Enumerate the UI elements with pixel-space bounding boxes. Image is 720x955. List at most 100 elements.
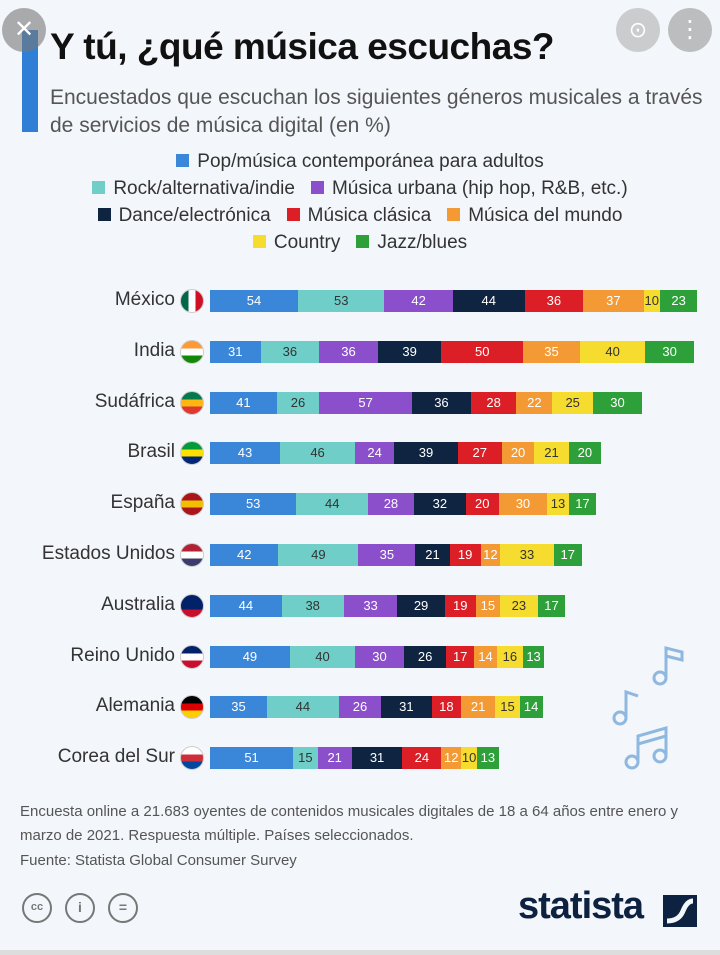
bar-segment: 36 (524, 290, 584, 312)
cc-license-icon[interactable]: cc (22, 893, 52, 923)
data-label: 13 (526, 648, 541, 664)
country-label: México (114, 289, 175, 310)
data-label: 18 (439, 699, 454, 715)
bar-segment: 20 (568, 442, 602, 465)
legend-item: Rock/alternativa/indie (92, 178, 295, 200)
bar-segment: 53 (298, 290, 385, 312)
country-label: España (110, 492, 175, 514)
flag-icon (180, 339, 204, 364)
legend-row: Country Jazz/blues (0, 232, 720, 254)
legend-label: Música del mundo (468, 205, 623, 226)
bar-segment: 29 (397, 594, 445, 617)
data-label: 10 (644, 293, 659, 308)
legend-item: Música del mundo (447, 205, 622, 227)
data-label: 32 (432, 496, 448, 512)
bar-segment: 35 (522, 340, 580, 363)
bar-segment: 49 (210, 645, 290, 668)
flag-icon (180, 289, 204, 313)
data-label: 35 (544, 343, 559, 359)
bar-segment: 21 (317, 747, 352, 770)
data-label: 13 (480, 750, 496, 766)
bar-segment: 26 (338, 696, 382, 719)
bar-segment: 17 (568, 493, 597, 516)
source-text: Fuente: Statista Global Consumer Survey (20, 852, 297, 869)
data-label: 54 (246, 293, 262, 308)
country-label: India (133, 339, 175, 361)
bar-segment: 42 (210, 544, 279, 566)
bar-segment: 37 (583, 290, 644, 312)
bar-segment: 31 (381, 696, 432, 719)
bar-segment: 16 (496, 645, 523, 668)
data-label: 40 (315, 648, 330, 664)
flag-icon (180, 644, 204, 669)
data-label: 21 (327, 750, 342, 766)
legend-swatch (310, 181, 324, 194)
data-label: 17 (560, 547, 575, 562)
data-label: 36 (282, 343, 298, 359)
lens-button[interactable]: ⊙ (616, 8, 660, 52)
data-label: 50 (474, 343, 490, 359)
legend-item: Música clásica (286, 205, 432, 227)
statista-logo-mark-icon (663, 895, 697, 927)
bar-segment: 20 (501, 442, 535, 465)
bar-segment: 24 (402, 747, 442, 770)
data-label: 39 (418, 445, 434, 461)
bar-segment: 30 (645, 340, 695, 363)
bar-segment: 31 (210, 340, 261, 363)
bar-segment: 17 (553, 544, 582, 566)
data-label: 46 (310, 445, 325, 461)
bar-segment: 44 (210, 594, 282, 617)
legend-label: Música clásica (307, 205, 432, 226)
no-derivatives-icon[interactable]: = (108, 893, 138, 923)
data-label: 35 (231, 699, 246, 715)
data-label: 20 (510, 445, 526, 461)
data-label: 53 (245, 496, 261, 512)
flag-icon (180, 441, 204, 466)
legend-row: Pop/música contemporánea para adultos (0, 151, 720, 173)
data-label: 44 (325, 496, 340, 512)
data-label: 28 (383, 496, 399, 512)
data-label: 24 (414, 750, 430, 766)
bar-segment: 39 (377, 340, 442, 363)
data-label: 17 (575, 496, 590, 512)
data-label: 21 (544, 445, 559, 461)
bar-segment: 40 (580, 340, 646, 363)
data-label: 36 (434, 394, 449, 410)
data-label: 30 (610, 394, 625, 410)
bar-segment: 44 (296, 493, 369, 516)
data-label: 22 (527, 394, 542, 410)
more-options-button[interactable]: ⋮ (668, 8, 712, 52)
bar-segment: 46 (280, 442, 356, 465)
data-label: 57 (358, 394, 373, 410)
chart-subtitle: Encuestados que escuchan los siguientes … (50, 86, 703, 137)
bar-segment: 38 (281, 594, 344, 617)
data-label: 33 (519, 547, 535, 562)
legend-swatch (286, 208, 300, 221)
close-button[interactable]: ✕ (2, 8, 46, 52)
bar-segment: 28 (470, 391, 517, 414)
data-label: 16 (502, 648, 518, 664)
bar-segment: 12 (441, 747, 461, 770)
bar-segment: 49 (278, 544, 359, 566)
statista-logo: statista (518, 885, 644, 927)
data-label: 42 (236, 547, 252, 562)
legend-label: Jazz/blues (377, 232, 468, 253)
data-label: 15 (500, 699, 515, 715)
attribution-icon[interactable]: i (65, 893, 95, 923)
bar-segment: 12 (480, 544, 501, 566)
bar-segment: 17 (537, 594, 566, 617)
data-label: 26 (290, 394, 306, 410)
data-label: 24 (367, 445, 382, 461)
title-accent-bar (22, 30, 38, 132)
data-label: 41 (236, 394, 251, 410)
bar-segment: 36 (412, 391, 471, 414)
data-label: 49 (311, 547, 326, 562)
data-label: 44 (295, 699, 311, 715)
data-label: 10 (461, 750, 477, 766)
bar-segment: 42 (384, 290, 453, 312)
data-label: 15 (480, 597, 496, 613)
bar-segment: 30 (498, 493, 548, 516)
bar-segment: 51 (210, 747, 294, 770)
data-label: 17 (452, 648, 468, 664)
bar-segment: 23 (659, 290, 698, 312)
